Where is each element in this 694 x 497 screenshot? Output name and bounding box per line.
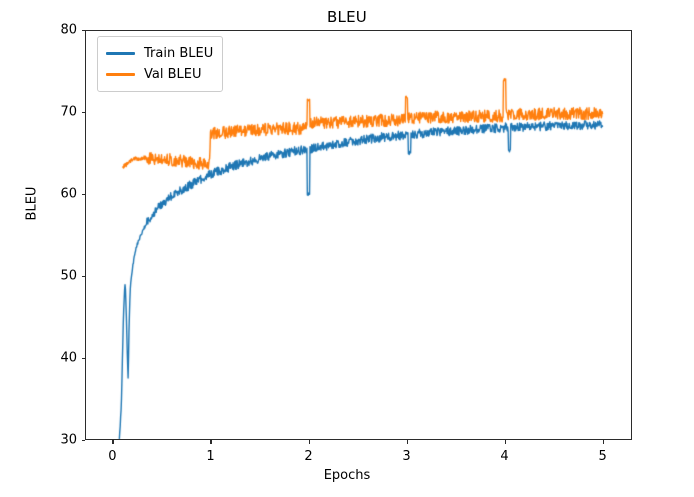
y-tick-mark (81, 358, 85, 360)
legend-label-train: Train BLEU (144, 46, 214, 61)
x-tick-label: 4 (500, 449, 509, 464)
x-tick-label: 5 (598, 449, 607, 464)
chart-canvas (85, 30, 632, 440)
y-tick-label: 80 (60, 22, 77, 38)
y-tick-mark (81, 194, 85, 196)
y-tick-label: 40 (60, 350, 77, 366)
legend-item-train: Train BLEU (106, 43, 213, 64)
y-tick-mark (81, 112, 85, 114)
x-tick-mark (504, 440, 506, 444)
axes-frame (85, 30, 632, 440)
x-tick-label: 1 (206, 449, 215, 464)
x-tick-mark (112, 440, 114, 444)
y-axis-label: BLEU (24, 186, 40, 221)
legend-label-val: Val BLEU (144, 67, 202, 82)
x-tick-mark (406, 440, 408, 444)
chart-title: BLEU (327, 8, 367, 26)
y-tick-mark (81, 440, 85, 442)
x-tick-label: 2 (304, 449, 313, 464)
legend-swatch-train-icon (106, 52, 135, 55)
plot-area (85, 30, 632, 440)
y-tick-mark (81, 276, 85, 278)
x-tick-mark (602, 440, 604, 444)
x-tick-label: 0 (108, 449, 117, 464)
y-tick-label: 60 (60, 186, 77, 202)
y-tick-label: 30 (60, 432, 77, 448)
y-tick-label: 50 (60, 268, 77, 284)
legend-swatch-val-icon (106, 73, 135, 76)
x-tick-label: 3 (402, 449, 411, 464)
y-tick-label: 70 (60, 104, 77, 120)
x-axis-label: Epochs (323, 468, 371, 483)
x-tick-labels: 0 1 2 3 4 5 (0, 443, 694, 467)
x-tick-mark (210, 440, 212, 444)
y-tick-mark (81, 30, 85, 32)
chart-legend: Train BLEU Val BLEU (97, 36, 224, 92)
y-tick-labels: 30 40 50 60 70 80 (33, 0, 77, 497)
x-tick-mark (308, 440, 310, 444)
legend-item-val: Val BLEU (106, 64, 213, 85)
